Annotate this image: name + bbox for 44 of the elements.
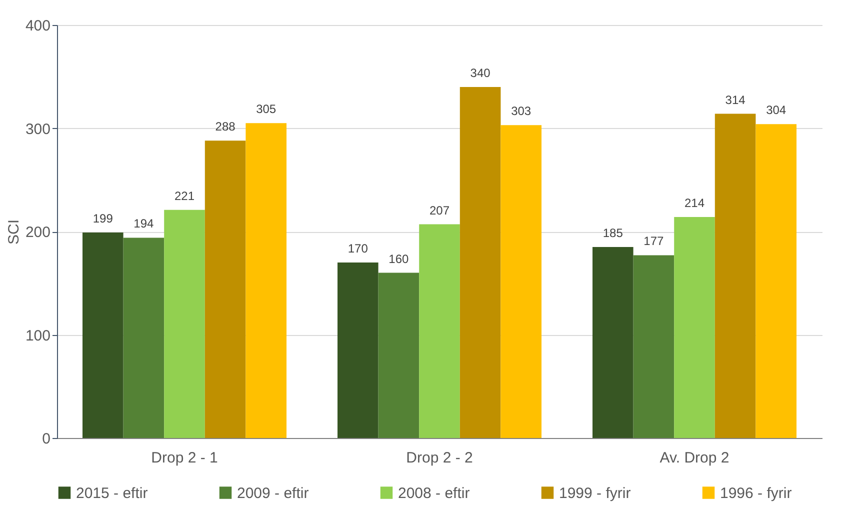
y-tick-label: 400 xyxy=(25,18,50,34)
legend-label: 1996 - fyrir xyxy=(720,484,792,502)
y-axis-title: SCI xyxy=(5,219,22,245)
data-label: 177 xyxy=(644,234,664,248)
data-label: 160 xyxy=(388,252,410,266)
bar xyxy=(123,238,164,438)
data-label: 185 xyxy=(602,226,624,240)
data-label: 170 xyxy=(348,241,368,256)
data-label: 199 xyxy=(92,212,114,226)
y-tick-label: 0 xyxy=(42,430,50,448)
data-label: 207 xyxy=(429,203,450,218)
bar xyxy=(338,262,378,438)
legend-label: 1999 - fyrir xyxy=(559,484,631,502)
data-label: 304 xyxy=(766,103,786,118)
x-tick-label: Drop 2 - 1 xyxy=(151,450,218,466)
x-tick-label: Av. Drop 2 xyxy=(660,450,730,466)
bar xyxy=(378,272,420,438)
x-tick-label: Drop 2 - 2 xyxy=(406,450,473,466)
y-tick-label: 100 xyxy=(25,327,50,344)
data-label: 221 xyxy=(174,188,195,203)
bar xyxy=(204,140,246,438)
bar xyxy=(756,124,796,438)
bar xyxy=(460,86,501,438)
bar xyxy=(592,246,634,438)
data-label: 305 xyxy=(256,102,276,116)
bar xyxy=(674,217,715,438)
y-tick-label: 200 xyxy=(25,224,50,241)
bar xyxy=(714,114,756,438)
data-label: 314 xyxy=(725,92,746,107)
bar xyxy=(164,210,205,438)
bar xyxy=(500,125,542,438)
bar xyxy=(419,224,460,438)
data-label: 288 xyxy=(215,120,236,134)
y-tick-label: 300 xyxy=(25,120,50,138)
legend-label: 2008 - eftir xyxy=(398,484,470,502)
legend-label: 2015 - eftir xyxy=(76,484,148,502)
bar xyxy=(246,123,286,438)
data-label: 194 xyxy=(134,216,154,231)
bar xyxy=(633,255,674,438)
bar xyxy=(82,232,124,438)
data-label: 303 xyxy=(511,104,532,118)
data-label: 340 xyxy=(470,66,491,80)
data-label: 214 xyxy=(684,196,705,210)
legend-label: 2009 - eftir xyxy=(237,484,309,502)
